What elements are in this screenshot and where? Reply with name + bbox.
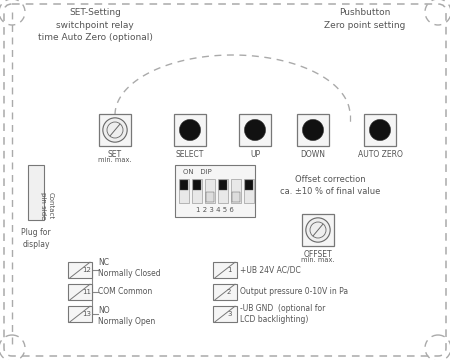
Circle shape bbox=[310, 222, 326, 238]
Text: SELECT: SELECT bbox=[176, 150, 204, 159]
Text: 3: 3 bbox=[227, 311, 231, 317]
Bar bbox=[213, 262, 237, 278]
Circle shape bbox=[103, 118, 127, 142]
Circle shape bbox=[107, 122, 123, 138]
Text: NC
Normally Closed: NC Normally Closed bbox=[98, 258, 161, 278]
Text: OFFSET: OFFSET bbox=[304, 250, 332, 259]
Text: SET: SET bbox=[108, 150, 122, 159]
FancyBboxPatch shape bbox=[302, 214, 334, 246]
Bar bbox=[232, 192, 240, 202]
Circle shape bbox=[244, 120, 266, 140]
Text: +UB 24V AC/DC: +UB 24V AC/DC bbox=[240, 266, 301, 274]
Text: -UB GND  (optional for
LCD backlighting): -UB GND (optional for LCD backlighting) bbox=[240, 303, 325, 324]
FancyBboxPatch shape bbox=[99, 114, 131, 146]
Bar bbox=[218, 179, 228, 203]
Circle shape bbox=[180, 120, 201, 140]
Text: SET-Setting
switchpoint relay
time Auto Zero (optional): SET-Setting switchpoint relay time Auto … bbox=[37, 8, 153, 42]
Bar bbox=[68, 284, 92, 300]
Bar bbox=[219, 180, 227, 190]
Bar bbox=[245, 180, 253, 190]
Bar bbox=[68, 306, 92, 323]
Bar bbox=[244, 179, 254, 203]
Text: min. max.: min. max. bbox=[98, 157, 132, 163]
Bar bbox=[28, 165, 44, 220]
Bar bbox=[213, 306, 237, 323]
Text: Output pressure 0-10V in Pa: Output pressure 0-10V in Pa bbox=[240, 288, 348, 297]
Bar bbox=[192, 179, 202, 203]
Bar bbox=[206, 192, 214, 202]
Text: Offset correction
ca. ±10 % of final value: Offset correction ca. ±10 % of final val… bbox=[280, 175, 380, 197]
Circle shape bbox=[369, 120, 391, 140]
Text: AUTO ZERO: AUTO ZERO bbox=[358, 150, 402, 159]
Text: NO
Normally Open: NO Normally Open bbox=[98, 306, 155, 327]
Text: Plug for
display: Plug for display bbox=[21, 228, 51, 249]
Text: DOWN: DOWN bbox=[301, 150, 325, 159]
Text: Pushbutton
Zero point setting: Pushbutton Zero point setting bbox=[324, 8, 406, 30]
Bar bbox=[180, 180, 188, 190]
Text: min. max.: min. max. bbox=[301, 257, 335, 263]
Bar bbox=[175, 165, 255, 217]
Text: Contact
pin side: Contact pin side bbox=[40, 193, 54, 220]
FancyBboxPatch shape bbox=[364, 114, 396, 146]
Bar bbox=[193, 180, 201, 190]
Circle shape bbox=[302, 120, 324, 140]
Text: 1: 1 bbox=[227, 267, 231, 273]
FancyBboxPatch shape bbox=[239, 114, 271, 146]
Bar bbox=[68, 262, 92, 278]
Bar bbox=[179, 179, 189, 203]
Bar bbox=[205, 179, 215, 203]
Text: 13: 13 bbox=[82, 311, 91, 317]
FancyBboxPatch shape bbox=[174, 114, 206, 146]
Text: 12: 12 bbox=[82, 267, 91, 273]
Bar bbox=[231, 179, 241, 203]
Text: COM Common: COM Common bbox=[98, 288, 152, 297]
Text: UP: UP bbox=[250, 150, 260, 159]
Circle shape bbox=[306, 218, 330, 242]
Text: 1 2 3 4 5 6: 1 2 3 4 5 6 bbox=[196, 207, 234, 213]
Text: 11: 11 bbox=[82, 289, 91, 295]
FancyBboxPatch shape bbox=[297, 114, 329, 146]
Text: 2: 2 bbox=[227, 289, 231, 295]
Bar bbox=[213, 284, 237, 300]
Text: ON   DIP: ON DIP bbox=[183, 169, 212, 175]
